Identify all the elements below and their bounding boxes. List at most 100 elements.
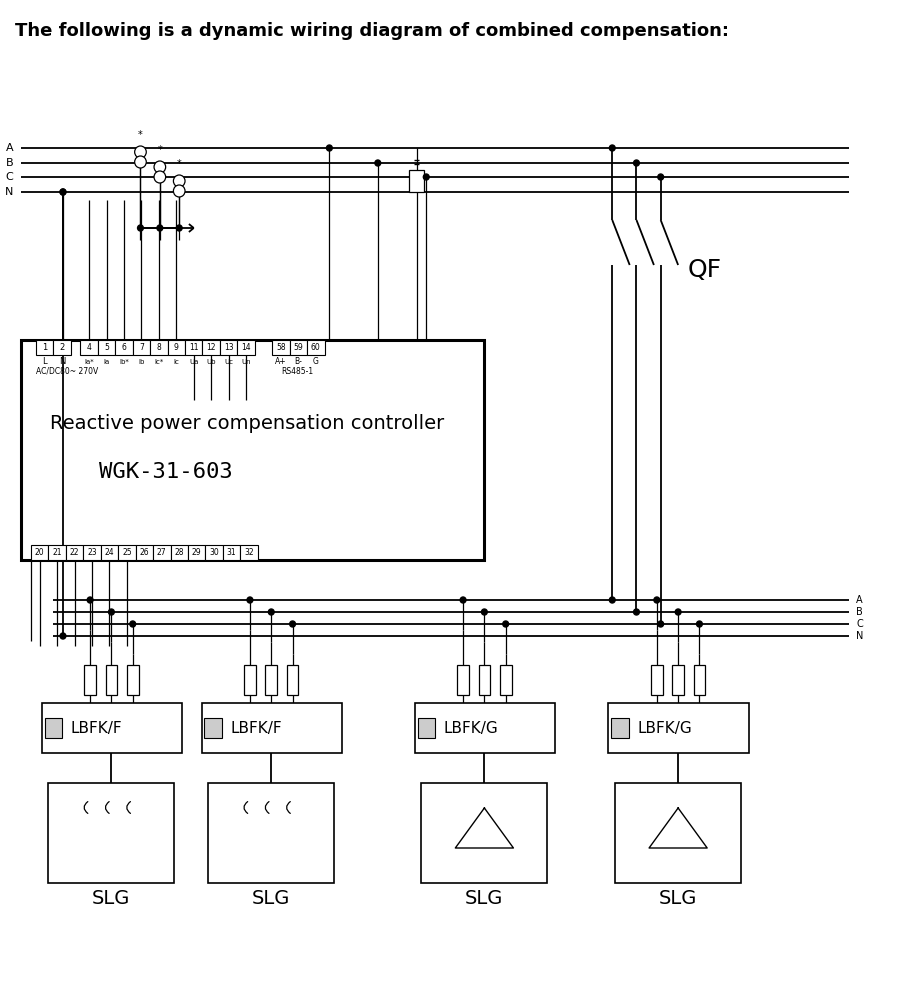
Bar — [202, 340, 220, 355]
Text: RS485-1: RS485-1 — [281, 366, 313, 375]
Bar — [307, 340, 325, 355]
Text: WGK-31-603: WGK-31-603 — [99, 462, 232, 482]
Bar — [101, 545, 118, 560]
Text: Uc: Uc — [224, 359, 233, 365]
Text: 30: 30 — [209, 548, 219, 557]
Bar — [421, 783, 547, 883]
Text: 31: 31 — [227, 548, 237, 557]
Bar — [651, 665, 662, 695]
Bar — [36, 340, 53, 355]
Text: 26: 26 — [140, 548, 149, 557]
Circle shape — [138, 225, 143, 231]
Text: Reactive power compensation controller: Reactive power compensation controller — [50, 414, 445, 433]
Text: 22: 22 — [70, 548, 79, 557]
Text: 60: 60 — [310, 343, 320, 352]
Text: Ia*: Ia* — [85, 359, 94, 365]
Bar — [115, 340, 132, 355]
Text: A: A — [857, 595, 863, 605]
Text: Ib: Ib — [139, 359, 145, 365]
Bar — [479, 665, 490, 695]
Bar — [611, 718, 629, 738]
Bar — [85, 665, 96, 695]
Text: 23: 23 — [87, 548, 97, 557]
Circle shape — [60, 189, 66, 195]
Circle shape — [634, 609, 639, 615]
Text: 9: 9 — [174, 343, 179, 352]
Text: 4: 4 — [86, 343, 92, 352]
Bar — [84, 545, 101, 560]
Bar — [204, 718, 221, 738]
Text: A: A — [6, 143, 14, 153]
Text: *: * — [176, 159, 182, 169]
Bar — [105, 665, 117, 695]
Circle shape — [482, 609, 487, 615]
Text: C: C — [5, 172, 14, 182]
Bar — [66, 545, 84, 560]
Text: L: L — [42, 357, 47, 366]
Text: 58: 58 — [276, 343, 286, 352]
Text: N: N — [857, 631, 864, 641]
Bar — [500, 665, 511, 695]
Text: 21: 21 — [52, 548, 62, 557]
Text: N: N — [58, 357, 65, 366]
Bar — [220, 340, 238, 355]
Text: B-: B- — [294, 357, 302, 366]
Circle shape — [135, 146, 147, 158]
Circle shape — [135, 156, 147, 168]
Circle shape — [154, 161, 166, 173]
Text: 5: 5 — [104, 343, 109, 352]
Bar — [136, 545, 153, 560]
Text: B: B — [857, 607, 863, 617]
Text: 25: 25 — [122, 548, 131, 557]
Bar — [457, 665, 469, 695]
Text: The following is a dynamic wiring diagram of combined compensation:: The following is a dynamic wiring diagra… — [14, 22, 728, 40]
Text: 13: 13 — [224, 343, 233, 352]
Bar — [118, 545, 136, 560]
Text: SLG: SLG — [92, 889, 130, 908]
Circle shape — [176, 225, 182, 231]
Text: LBFK/G: LBFK/G — [637, 721, 692, 736]
Text: LBFK/F: LBFK/F — [71, 721, 122, 736]
Text: C: C — [857, 619, 863, 629]
Text: Ia: Ia — [104, 359, 110, 365]
Bar — [415, 703, 555, 753]
Bar — [49, 783, 175, 883]
Text: *: * — [158, 145, 162, 155]
Circle shape — [268, 609, 274, 615]
Circle shape — [675, 609, 681, 615]
Circle shape — [60, 189, 66, 195]
Text: G: G — [313, 357, 319, 366]
Text: 59: 59 — [293, 343, 303, 352]
Circle shape — [658, 174, 663, 180]
Text: 20: 20 — [35, 548, 44, 557]
Circle shape — [654, 597, 660, 603]
Circle shape — [423, 174, 429, 180]
Bar — [167, 340, 185, 355]
Text: LBFK/G: LBFK/G — [444, 721, 499, 736]
Text: 28: 28 — [175, 548, 184, 557]
Bar — [127, 665, 139, 695]
Bar — [272, 340, 290, 355]
Text: 12: 12 — [206, 343, 216, 352]
Bar — [616, 783, 741, 883]
Text: Ib*: Ib* — [119, 359, 129, 365]
Text: A+: A+ — [275, 357, 287, 366]
Text: N: N — [5, 187, 14, 197]
Bar — [244, 665, 256, 695]
Text: 11: 11 — [189, 343, 199, 352]
Text: SLG: SLG — [659, 889, 698, 908]
Circle shape — [609, 597, 616, 603]
Text: LBFK/F: LBFK/F — [230, 721, 283, 736]
Bar — [188, 545, 205, 560]
Circle shape — [460, 597, 466, 603]
Bar — [205, 545, 223, 560]
Bar — [185, 340, 202, 355]
Circle shape — [503, 621, 508, 627]
Text: 1: 1 — [42, 343, 47, 352]
Bar — [290, 340, 307, 355]
Bar — [132, 340, 150, 355]
Circle shape — [157, 225, 163, 231]
Bar — [223, 545, 240, 560]
Bar — [608, 703, 749, 753]
Bar — [672, 665, 684, 695]
